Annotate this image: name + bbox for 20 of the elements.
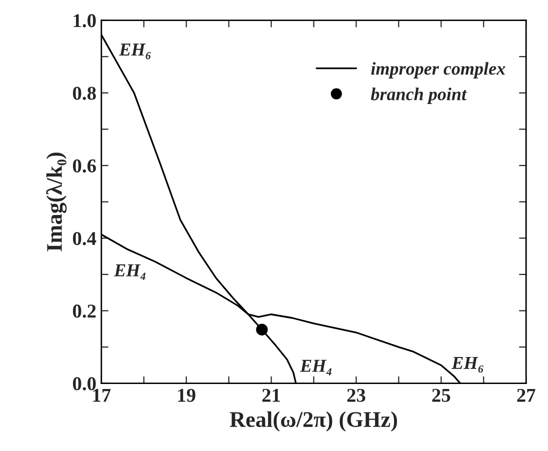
y-tick-label: 0.2 bbox=[72, 304, 96, 318]
y-tick-label: 0.4 bbox=[72, 232, 96, 246]
y-axis-title: Imag(λ/k₀) bbox=[46, 152, 67, 252]
annotation: EH₄ bbox=[300, 360, 332, 376]
x-tick-label: 23 bbox=[347, 388, 366, 402]
y-tick-label: 0.8 bbox=[72, 86, 96, 100]
legend-label: improper complex bbox=[371, 62, 506, 78]
x-tick-label: 25 bbox=[432, 388, 450, 402]
y-tick-label: 0.0 bbox=[72, 377, 96, 390]
legend-label: branch point bbox=[370, 88, 467, 104]
x-tick-label: 17 bbox=[93, 388, 111, 402]
y-tick-label: 1.0 bbox=[74, 14, 96, 28]
x-tick-label: 19 bbox=[178, 388, 196, 402]
x-tick-label: 27 bbox=[517, 388, 536, 402]
x-axis-title: Real(ω/2π) (GHz) bbox=[230, 411, 397, 432]
annotation: EH₄ bbox=[114, 264, 146, 280]
y-tick-label: 0.6 bbox=[72, 159, 96, 173]
annotation: EH₆ bbox=[452, 356, 484, 373]
annotation: EH₆ bbox=[119, 44, 151, 60]
x-tick-label: 21 bbox=[262, 388, 280, 402]
